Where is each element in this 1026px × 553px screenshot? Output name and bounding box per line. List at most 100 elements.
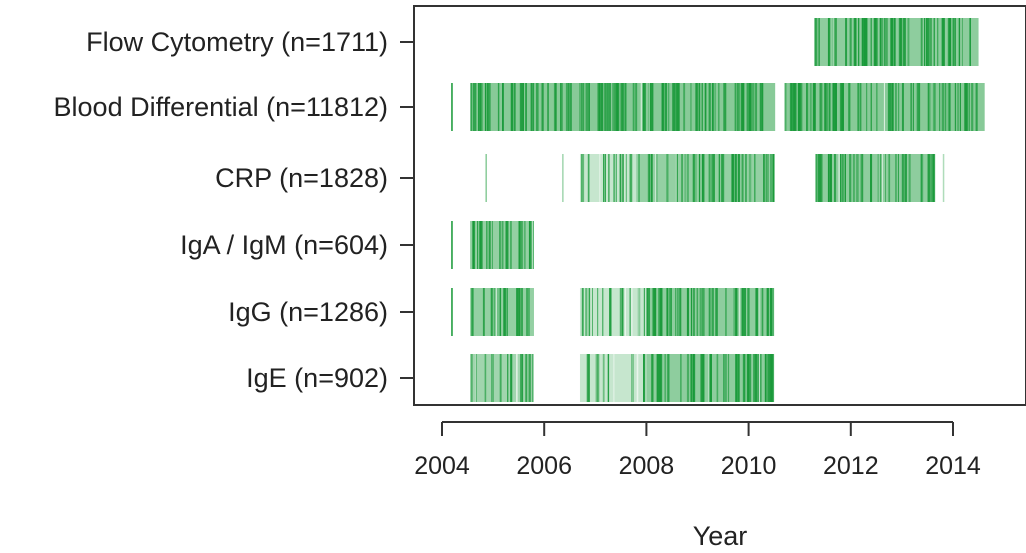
event-stripe bbox=[699, 154, 700, 202]
event-stripe bbox=[961, 18, 963, 66]
event-stripe bbox=[855, 154, 857, 202]
event-stripe bbox=[529, 354, 532, 402]
event-stripe bbox=[527, 288, 530, 336]
event-stripe bbox=[690, 354, 693, 402]
event-gap bbox=[558, 83, 560, 131]
event-stripe bbox=[511, 83, 514, 131]
event-stripe bbox=[492, 354, 494, 402]
event-stripe bbox=[619, 154, 622, 202]
event-stripe bbox=[616, 83, 619, 131]
event-stripe bbox=[754, 154, 756, 202]
event-stripe bbox=[687, 354, 690, 402]
event-gap bbox=[475, 354, 477, 402]
event-stripe bbox=[954, 18, 956, 66]
event-stripe bbox=[930, 18, 932, 66]
event-stripe bbox=[743, 288, 746, 336]
event-stripe bbox=[605, 154, 606, 202]
event-stripe bbox=[920, 154, 922, 202]
event-stripe bbox=[849, 18, 852, 66]
event-stripe bbox=[660, 354, 663, 402]
event-stripe bbox=[912, 83, 914, 131]
event-segment bbox=[579, 354, 647, 402]
event-stripe bbox=[504, 288, 507, 336]
event-stripe bbox=[558, 83, 561, 131]
event-stripe bbox=[742, 354, 744, 402]
event-segment bbox=[646, 288, 775, 336]
event-stripe bbox=[784, 83, 787, 131]
event-stripe bbox=[666, 288, 669, 336]
event-stripe bbox=[493, 288, 496, 336]
event-stripe bbox=[484, 354, 487, 402]
event-stripe bbox=[708, 288, 711, 336]
event-stripe bbox=[748, 83, 750, 131]
event-stripe bbox=[947, 83, 950, 131]
event-stripe bbox=[828, 83, 831, 131]
event-stripe bbox=[908, 154, 911, 202]
event-stripe bbox=[881, 18, 884, 66]
event-stripe bbox=[873, 18, 876, 66]
event-stripe bbox=[761, 288, 764, 336]
event-stripe bbox=[825, 83, 827, 131]
event-stripe bbox=[676, 83, 678, 131]
event-gap bbox=[881, 154, 883, 202]
event-stripe bbox=[688, 288, 689, 336]
event-stripe bbox=[609, 83, 611, 131]
event-stripe bbox=[622, 83, 624, 131]
event-stripe bbox=[711, 154, 714, 202]
x-tick-label: 2014 bbox=[925, 452, 981, 480]
event-stripe bbox=[865, 18, 868, 66]
event-stripe bbox=[819, 83, 821, 131]
event-gap bbox=[655, 154, 657, 202]
event-stripe bbox=[686, 354, 689, 402]
event-stripe bbox=[587, 83, 588, 131]
event-segment bbox=[470, 83, 776, 131]
event-stripe bbox=[631, 354, 634, 402]
event-stripe bbox=[713, 154, 715, 202]
event-stripe bbox=[770, 354, 773, 402]
event-stripe bbox=[588, 288, 591, 336]
event-segment bbox=[470, 354, 534, 402]
event-stripe bbox=[952, 18, 955, 66]
event-stripe bbox=[643, 83, 646, 131]
event-stripe bbox=[567, 83, 569, 131]
x-axis-title: Year bbox=[693, 521, 748, 551]
event-stripe bbox=[816, 154, 818, 202]
event-segment bbox=[815, 154, 936, 202]
event-stripe bbox=[904, 154, 906, 202]
event-stripe bbox=[481, 221, 483, 269]
event-stripe bbox=[700, 354, 703, 402]
event-stripe bbox=[519, 83, 523, 131]
event-stripe bbox=[629, 288, 631, 336]
event-stripe bbox=[748, 83, 751, 131]
event-stripe bbox=[941, 18, 944, 66]
event-stripe bbox=[830, 154, 832, 202]
event-mark bbox=[451, 83, 453, 131]
event-stripe bbox=[489, 221, 491, 269]
event-segment bbox=[451, 288, 453, 336]
event-stripe bbox=[638, 154, 640, 202]
event-stripe bbox=[824, 83, 826, 131]
event-stripe bbox=[725, 354, 727, 402]
event-stripe bbox=[620, 83, 622, 131]
event-stripe bbox=[518, 288, 521, 336]
event-stripe bbox=[612, 83, 614, 131]
event-stripe bbox=[746, 354, 749, 402]
event-stripe bbox=[759, 83, 762, 131]
event-stripe bbox=[834, 83, 837, 131]
event-stripe bbox=[958, 18, 961, 66]
event-stripe bbox=[472, 221, 475, 269]
event-stripe bbox=[859, 83, 862, 131]
event-density bbox=[470, 354, 534, 402]
event-density bbox=[470, 288, 534, 336]
event-stripe bbox=[479, 221, 481, 269]
event-stripe bbox=[520, 354, 523, 402]
event-stripe bbox=[499, 221, 501, 269]
event-stripe bbox=[767, 154, 769, 202]
event-stripe bbox=[772, 288, 774, 336]
event-stripe bbox=[743, 354, 746, 402]
event-stripe bbox=[613, 154, 615, 202]
event-gap bbox=[631, 354, 634, 402]
category-label: Blood Differential (n=11812) bbox=[54, 92, 388, 122]
event-stripe bbox=[666, 154, 669, 202]
event-stripe bbox=[748, 154, 750, 202]
